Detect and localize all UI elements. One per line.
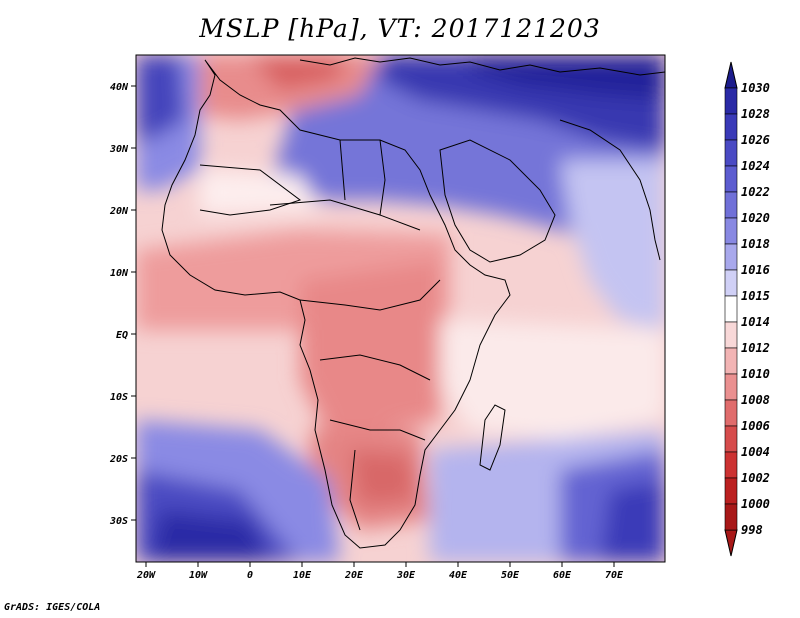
colorbar-cell [724,217,738,245]
lat-tick-label: 20S [109,454,128,465]
colorbar-cell [724,269,738,297]
colorbar-cell [724,113,738,141]
lon-tick-label: 70E [605,570,624,581]
lat-tick-label: 30S [109,516,128,527]
colorbar-cell [724,373,738,401]
colorbar-cell [724,425,738,453]
colorbar-cell [724,399,738,427]
colorbar-label: 1000 [741,497,770,511]
colorbar-cell [724,321,738,349]
colorbar-label: 1016 [741,263,770,277]
lon-tick-label: 0 [247,570,253,581]
colorbar-label: 1020 [741,211,770,225]
colorbar-label: 1008 [741,393,770,407]
colorbar-label: 1014 [741,315,770,329]
coastlines [161,57,665,549]
colorbar-cell [724,347,738,375]
colorbar-label: 1024 [741,159,770,173]
colorbar-cell [724,139,738,167]
colorbar-cell [724,87,738,115]
colorbar-label: 1022 [741,185,770,199]
colorbar: 1030 1028 1026 1024 1022 1020 1018 1016 1015 1014… [724,61,770,557]
colorbar-label: 1028 [741,107,770,121]
colorbar-top-arrow [724,61,738,89]
lat-tick-label: 40N [110,82,129,93]
colorbar-label: 1004 [741,445,770,459]
pressure-field [136,55,665,562]
colorbar-label: 1002 [741,471,770,485]
lon-tick-label: 40E [449,570,468,581]
lat-tick-label: 10S [110,392,128,403]
colorbar-label: 998 [741,523,763,537]
colorbar-cell [724,165,738,193]
colorbar-label: 1026 [741,133,770,147]
y-axis: 40N 30N 20N 10N EQ 10S 20S 30S [109,82,136,527]
colorbar-bottom-arrow [724,529,738,557]
lon-tick-label: 10W [189,570,208,581]
lat-tick-label: 30N [109,144,129,155]
lat-tick-label: EQ [116,330,128,341]
colorbar-label: 1006 [741,419,770,433]
lon-tick-label: 30E [396,570,416,581]
grads-credit: GrADS: IGES/COLA [4,602,101,613]
colorbar-label: 1015 [741,289,770,303]
lon-tick-label: 60E [553,570,572,581]
colorbar-cell [724,191,738,219]
colorbar-cell [724,451,738,479]
colorbar-label: 1012 [741,341,770,355]
lon-tick-label: 50E [501,570,520,581]
colorbar-label: 1010 [741,367,770,381]
colorbar-label: 1030 [741,81,770,95]
plot-frame [135,54,666,563]
lat-tick-label: 20N [109,206,129,217]
map-title: MSLP [hPa], VT: 2017121203 [199,14,601,43]
lon-tick-label: 20W [136,570,156,581]
colorbar-cell [724,477,738,505]
lon-tick-label: 20E [344,570,364,581]
lon-tick-label: 10E [293,570,312,581]
lat-tick-label: 10N [110,268,129,279]
x-axis: 20W 10W 0 10E 20E 30E 40E 50E 60E 70E [136,562,624,581]
colorbar-cell [724,503,738,531]
colorbar-label: 1018 [741,237,770,251]
colorbar-cell [724,295,738,323]
colorbar-cell [724,243,738,271]
